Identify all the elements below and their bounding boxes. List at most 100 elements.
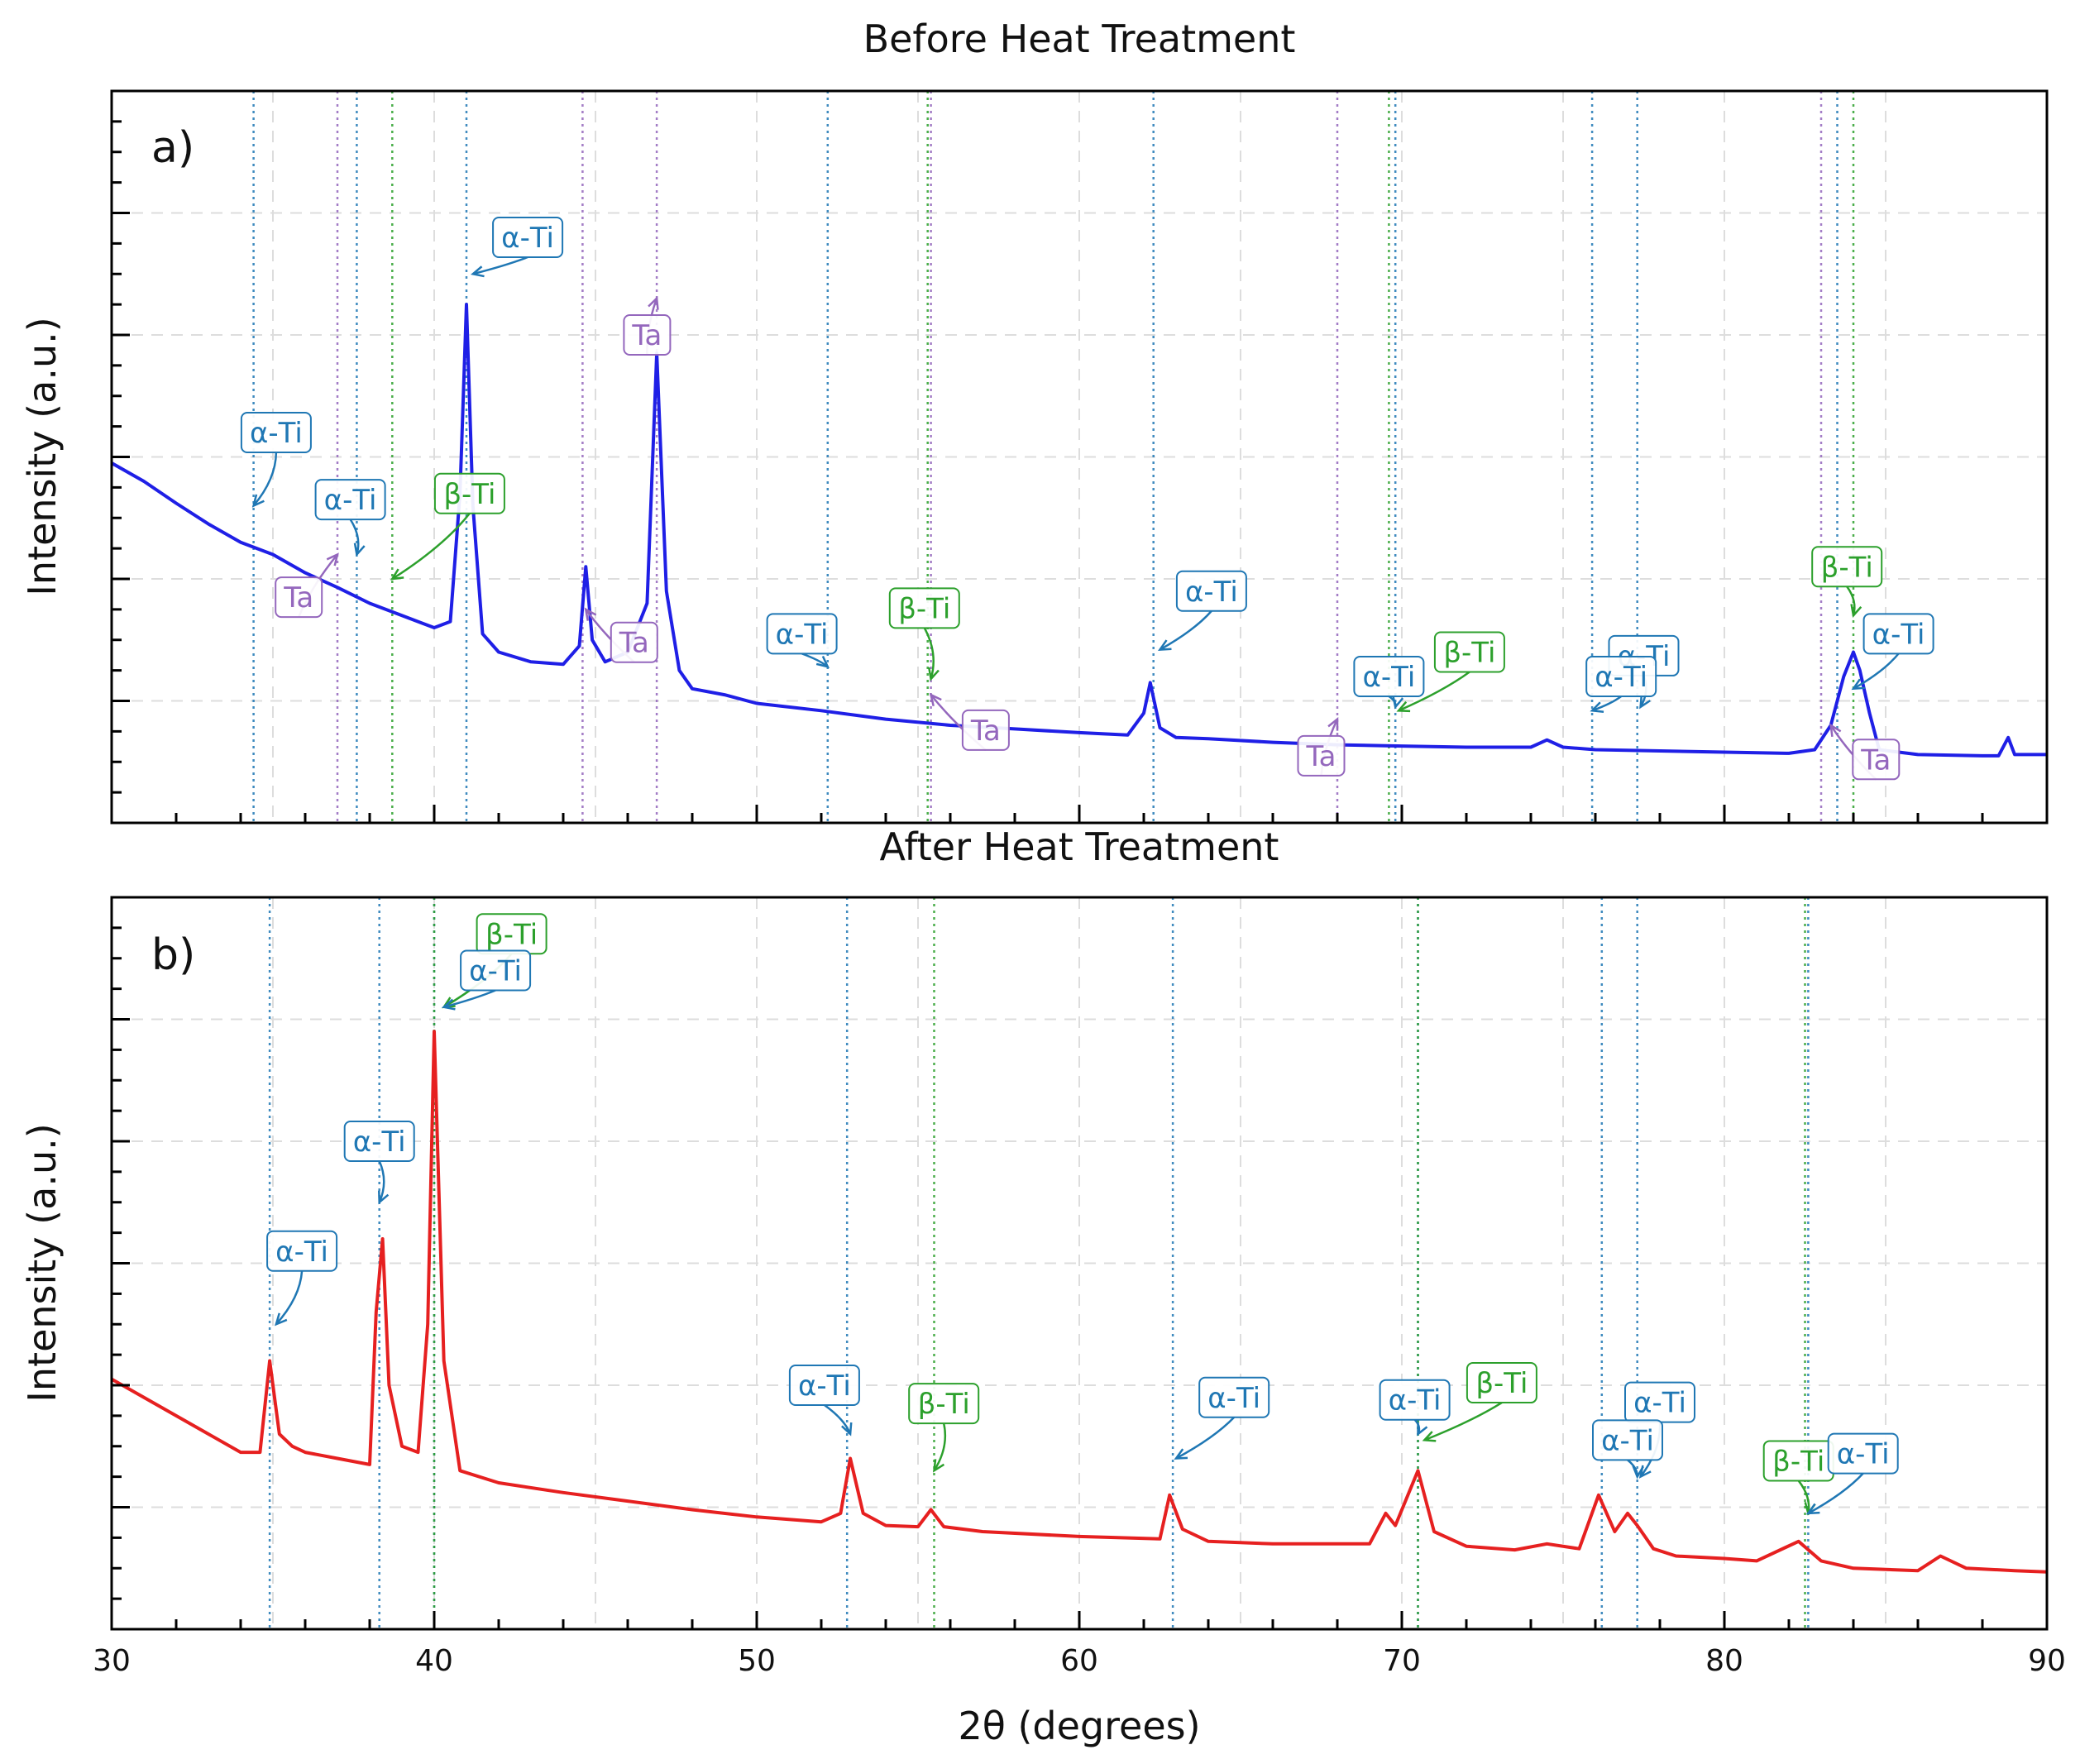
annotation-arrowhead <box>928 667 940 681</box>
annotation-box <box>240 412 312 453</box>
x-tick-label: 30 <box>93 1644 131 1678</box>
annotation-arrow <box>275 1270 304 1326</box>
annotation-arrowhead <box>274 1312 288 1327</box>
annotation-box <box>1466 1362 1537 1404</box>
annotation-box <box>266 1230 338 1272</box>
annotation-arrow <box>1591 695 1622 712</box>
annotation-arrow <box>933 1422 947 1471</box>
annotation-label: α-Ti <box>1389 1384 1442 1417</box>
annotation-arrow <box>1398 671 1470 712</box>
annotation-label: Ta <box>283 581 313 614</box>
annotation-arrowhead <box>1174 1448 1188 1460</box>
annotation-arrowhead <box>251 494 265 508</box>
annotation-box <box>433 472 505 514</box>
annotation-label: α-Ti <box>1872 618 1925 651</box>
annotation-arrowhead <box>1850 604 1862 619</box>
annotation-label: β-Ti <box>898 592 950 625</box>
annotation-arrow <box>1175 1416 1236 1460</box>
x-tick-label: 70 <box>1383 1644 1421 1678</box>
panel-b-frame <box>110 896 2049 1631</box>
annotation-arrowhead <box>1422 1431 1437 1442</box>
annotation-arrow <box>923 627 935 680</box>
annotation-label: α-Ti <box>1601 1424 1654 1457</box>
x-tick-label: 60 <box>1060 1644 1098 1678</box>
annotation-arrowhead <box>1396 700 1411 713</box>
annotation-label: α-Ti <box>776 618 829 651</box>
annotation-label: α-Ti <box>501 222 554 255</box>
panel-a-before-heat-treatment: Before Heat Treatment α-Ti α-Ti Ta β-Ti α-Ti… <box>20 17 2049 825</box>
panel-a-series <box>112 303 2047 758</box>
annotation-arrowhead <box>441 998 456 1011</box>
annotation-label: Ta <box>1860 743 1891 777</box>
annotation-label: α-Ti <box>1633 1387 1686 1420</box>
panel-b-grid <box>112 897 2047 1629</box>
annotation-box <box>275 576 323 619</box>
annotation-label: β-Ti <box>1443 637 1495 670</box>
annotation-label: α-Ti <box>1837 1438 1890 1471</box>
x-axis-label: 2θ (degrees) <box>958 1704 1200 1748</box>
annotation-label: α-Ti <box>275 1236 328 1269</box>
annotation-box <box>1175 570 1247 612</box>
annotation-label: α-Ti <box>1207 1382 1260 1415</box>
panel-b-title: After Heat Treatment <box>880 825 1279 869</box>
annotation-box <box>1433 631 1505 673</box>
panel-a-annotations: α-Ti α-Ti Ta β-Ti α-Ti Ta Ta α-Ti β-Ti Ta α-Ti Ta α-… <box>240 217 1934 781</box>
annotation-label: β-Ti <box>1772 1445 1824 1478</box>
annotation-arrowhead <box>326 552 339 566</box>
annotation-arrow <box>443 989 496 1008</box>
annotation-label: α-Ti <box>250 417 303 450</box>
annotation-box <box>492 217 564 258</box>
annotation-arrow <box>378 1160 385 1203</box>
annotation-arrow <box>1159 610 1212 651</box>
panel-a-ylabel: Intensity (a.u.) <box>20 317 65 595</box>
annotation-label: β-Ti <box>918 1388 970 1421</box>
annotation-label: Ta <box>970 715 1001 748</box>
annotation-arrowhead <box>353 543 366 557</box>
annotation-box <box>961 709 1010 751</box>
panel-a-label: a) <box>151 123 194 173</box>
annotation-box <box>343 1121 415 1162</box>
x-tick-label: 80 <box>1705 1644 1743 1678</box>
annotation-arrowhead <box>1805 1503 1820 1515</box>
series-line <box>112 1030 2047 1574</box>
panel-b-reference-lines <box>268 897 1810 1629</box>
annotation-arrowhead <box>1632 1465 1644 1480</box>
annotation-box <box>623 314 672 356</box>
annotation-label: α-Ti <box>798 1370 851 1403</box>
annotation-box <box>1862 613 1934 655</box>
panel-a-grid <box>112 91 2047 823</box>
annotation-label: α-Ti <box>1185 576 1238 609</box>
panel-b-label: b) <box>151 930 195 980</box>
annotation-label: α-Ti <box>1362 661 1415 694</box>
annotation-box <box>1198 1376 1270 1418</box>
annotation-box <box>1811 546 1883 588</box>
annotation-arrowhead <box>1392 695 1404 710</box>
annotation-arrowhead <box>471 265 485 278</box>
annotation-label: α-Ti <box>324 484 377 517</box>
annotation-arrowhead <box>378 1190 390 1205</box>
series-line <box>112 303 2047 758</box>
annotation-box <box>1827 1432 1899 1475</box>
annotation-label: β-Ti <box>1821 551 1873 584</box>
annotation-arrow <box>1423 1401 1503 1441</box>
annotation-box <box>888 587 960 629</box>
x-tick-labels: 30 40 50 60 70 80 90 <box>93 1644 2066 1678</box>
annotation-box <box>908 1383 980 1425</box>
x-tick-label: 90 <box>2028 1644 2066 1678</box>
panel-b-annotations: β-Ti α-Ti α-Ti α-Ti α-Ti β-Ti α-Ti α-Ti β-Ti α-Ti… <box>266 913 1899 1516</box>
annotation-arrowhead <box>1157 639 1172 651</box>
annotation-arrowhead <box>390 568 404 581</box>
annotation-box <box>1585 656 1657 697</box>
annotation-arrow <box>252 452 278 507</box>
annotation-arrowhead <box>1417 1422 1428 1437</box>
annotation-arrowhead <box>815 655 830 669</box>
annotation-arrowhead <box>648 296 659 310</box>
panel-a-title: Before Heat Treatment <box>863 17 1296 61</box>
panel-b-after-heat-treatment: After Heat Treatment β-Ti α-Ti α-Ti α-Ti α-T… <box>20 825 2049 1631</box>
annotation-arrow <box>1807 1472 1864 1514</box>
annotation-arrow <box>472 256 528 275</box>
annotation-label: Ta <box>619 627 649 660</box>
annotation-box <box>1852 739 1901 781</box>
annotation-label: α-Ti <box>1595 661 1647 694</box>
